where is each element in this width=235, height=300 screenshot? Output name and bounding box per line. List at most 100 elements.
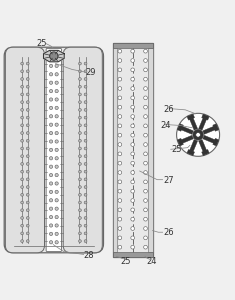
Circle shape xyxy=(78,155,81,158)
Polygon shape xyxy=(199,140,207,152)
Circle shape xyxy=(78,101,81,104)
Circle shape xyxy=(118,77,122,81)
Circle shape xyxy=(118,58,122,62)
Circle shape xyxy=(118,152,122,156)
Circle shape xyxy=(21,209,24,211)
Circle shape xyxy=(78,217,81,219)
Circle shape xyxy=(84,224,87,227)
Circle shape xyxy=(78,132,81,134)
Circle shape xyxy=(26,109,29,111)
Polygon shape xyxy=(187,149,195,155)
Circle shape xyxy=(49,115,53,118)
Circle shape xyxy=(84,124,87,127)
Circle shape xyxy=(78,85,81,88)
Circle shape xyxy=(21,140,24,142)
Circle shape xyxy=(131,208,135,212)
Bar xyxy=(113,48,117,252)
Circle shape xyxy=(21,186,24,188)
Circle shape xyxy=(144,208,147,212)
Circle shape xyxy=(55,131,58,135)
Circle shape xyxy=(84,186,87,188)
Text: 28: 28 xyxy=(83,251,94,260)
Circle shape xyxy=(131,236,135,240)
Circle shape xyxy=(131,189,135,193)
Circle shape xyxy=(49,81,53,84)
Circle shape xyxy=(118,208,122,212)
Circle shape xyxy=(49,224,53,227)
Circle shape xyxy=(144,115,147,119)
Circle shape xyxy=(21,70,24,73)
Circle shape xyxy=(118,105,122,109)
Circle shape xyxy=(84,116,87,119)
Polygon shape xyxy=(203,135,215,143)
Circle shape xyxy=(78,186,81,188)
Circle shape xyxy=(55,182,58,185)
Polygon shape xyxy=(199,118,207,130)
Circle shape xyxy=(55,123,58,126)
Circle shape xyxy=(26,93,29,96)
Circle shape xyxy=(118,124,122,128)
Circle shape xyxy=(55,148,58,152)
Circle shape xyxy=(49,98,53,101)
Circle shape xyxy=(131,58,135,62)
Circle shape xyxy=(131,142,135,146)
Circle shape xyxy=(84,93,87,96)
Circle shape xyxy=(131,133,135,137)
Circle shape xyxy=(84,209,87,211)
Circle shape xyxy=(26,232,29,235)
Circle shape xyxy=(55,224,58,227)
Circle shape xyxy=(131,171,135,174)
Circle shape xyxy=(26,209,29,211)
Circle shape xyxy=(26,85,29,88)
Text: 27: 27 xyxy=(163,176,174,185)
Polygon shape xyxy=(203,126,215,134)
Circle shape xyxy=(118,96,122,100)
Circle shape xyxy=(78,178,81,181)
Circle shape xyxy=(144,142,147,146)
Circle shape xyxy=(144,161,147,165)
Circle shape xyxy=(55,165,58,168)
Circle shape xyxy=(131,217,135,221)
Circle shape xyxy=(78,109,81,111)
Circle shape xyxy=(49,123,53,126)
Circle shape xyxy=(118,133,122,137)
Polygon shape xyxy=(181,126,193,134)
Circle shape xyxy=(26,224,29,227)
Polygon shape xyxy=(213,124,219,131)
Circle shape xyxy=(144,236,147,240)
Circle shape xyxy=(144,49,147,53)
Circle shape xyxy=(26,101,29,104)
Circle shape xyxy=(26,201,29,204)
Text: 24: 24 xyxy=(146,257,157,266)
Circle shape xyxy=(131,152,135,156)
Circle shape xyxy=(78,78,81,80)
Circle shape xyxy=(78,209,81,211)
Circle shape xyxy=(26,62,29,65)
Circle shape xyxy=(55,157,58,160)
Circle shape xyxy=(21,116,24,119)
Circle shape xyxy=(26,194,29,196)
Circle shape xyxy=(55,81,58,84)
Circle shape xyxy=(55,64,58,68)
Circle shape xyxy=(78,201,81,204)
Circle shape xyxy=(49,165,53,168)
Circle shape xyxy=(21,85,24,88)
Circle shape xyxy=(78,232,81,235)
Polygon shape xyxy=(177,124,183,131)
Circle shape xyxy=(144,152,147,156)
Circle shape xyxy=(49,241,53,244)
Circle shape xyxy=(131,245,135,249)
Circle shape xyxy=(49,215,53,219)
Circle shape xyxy=(78,147,81,150)
Circle shape xyxy=(78,140,81,142)
Circle shape xyxy=(118,189,122,193)
Circle shape xyxy=(21,62,24,65)
Circle shape xyxy=(84,178,87,181)
Circle shape xyxy=(21,178,24,181)
Circle shape xyxy=(144,77,147,81)
Circle shape xyxy=(49,157,53,160)
Circle shape xyxy=(118,245,122,249)
Circle shape xyxy=(84,109,87,111)
Circle shape xyxy=(118,142,122,146)
Circle shape xyxy=(144,87,147,90)
